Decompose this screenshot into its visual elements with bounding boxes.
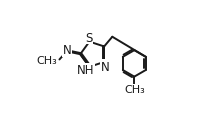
Text: NH: NH: [77, 64, 94, 76]
Text: S: S: [85, 31, 92, 44]
Text: CH₃: CH₃: [124, 85, 145, 95]
Text: CH₃: CH₃: [37, 56, 57, 65]
Text: N: N: [62, 44, 71, 57]
Text: N: N: [101, 60, 110, 73]
